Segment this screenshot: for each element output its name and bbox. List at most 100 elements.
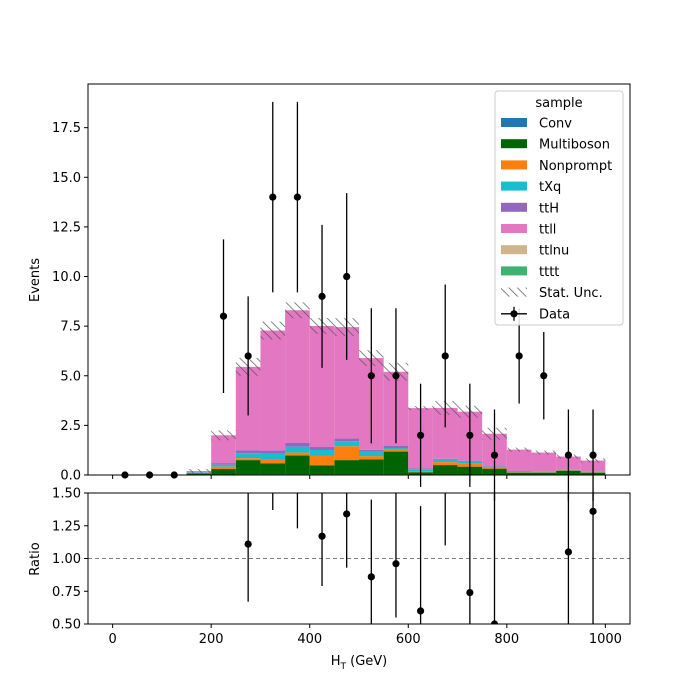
bar-txq-bin-17 [531, 471, 557, 473]
bar-nonprompt-bin-13 [432, 462, 458, 466]
stat-unc-band-bin-6 [260, 321, 286, 340]
ratio-axes-frame [87, 492, 631, 625]
stat-unc-band-bin-17 [531, 450, 557, 455]
bar-nonprompt-bin-8 [309, 455, 335, 466]
legend-swatch-txq [501, 181, 527, 191]
ratio-points [244, 493, 597, 624]
bar-tth-bin-4 [211, 463, 236, 465]
legend-label-multiboson: Multiboson [539, 138, 610, 153]
stat-unc-band-bin-4 [211, 430, 236, 441]
ratio-y-tick-label: 0.50 [52, 618, 81, 633]
main-y-tick-label: 7.5 [60, 320, 81, 335]
data-point [293, 193, 302, 201]
data-point [490, 451, 499, 459]
main-axes-frame [87, 83, 631, 476]
main-y-tick-label: 5.0 [60, 369, 81, 384]
ratio-point [318, 532, 326, 540]
ratio-panel: 0.50 0.75 1.00 1.25 1.50 0 200 400 600 800 1000 R… [28, 487, 631, 672]
legend-label-txq: tXq [539, 180, 561, 195]
main-y-ticks: 0.0 2.5 5.0 7.5 10.0 12.5 15.0 17.5 [52, 121, 88, 484]
x-axis-label-unit: (GeV) [346, 654, 387, 669]
data-point [392, 372, 400, 380]
bar-txq-bin-7 [285, 446, 310, 453]
bar-nonprompt-bin-4 [211, 466, 236, 470]
data-point [416, 431, 425, 439]
bar-multiboson-bin-8 [309, 465, 335, 475]
bar-txq-bin-4 [211, 464, 236, 467]
ratio-point [490, 620, 499, 624]
bar-ttll-bin-16 [506, 449, 532, 472]
bar-tth-bin-6 [260, 450, 286, 454]
bar-txq-bin-10 [359, 451, 384, 457]
bar-tth-bin-9 [334, 438, 359, 442]
main-y-tick-label: 2.5 [60, 419, 81, 434]
bar-multiboson-bin-17 [531, 472, 557, 475]
bar-multiboson-bin-3 [186, 473, 212, 475]
data-point [367, 372, 375, 380]
bar-multiboson-bin-10 [359, 459, 384, 475]
ratio-point [392, 560, 400, 568]
ratio-y-ticks: 0.50 0.75 1.00 1.25 1.50 [52, 487, 88, 633]
stat-unc-band-bin-7 [285, 302, 310, 319]
data-point [564, 451, 573, 459]
ratio-y-axis-label: Ratio [28, 542, 43, 575]
data-point [589, 451, 597, 459]
legend: sample Conv Multiboson Nonprompt tXq ttH ttll… [494, 90, 624, 326]
x-tick-label: 200 [199, 632, 224, 647]
bar-multiboson-bin-5 [235, 460, 261, 475]
bar-multiboson-bin-13 [432, 465, 458, 475]
ratio-point [244, 540, 252, 548]
data-point [343, 272, 351, 281]
bar-txq-bin-8 [309, 449, 335, 456]
bar-multiboson-bin-6 [260, 463, 286, 475]
bar-txq-bin-11 [383, 448, 409, 450]
bar-ttll-bin-17 [531, 452, 557, 472]
ratio-y-tick-label: 1.25 [52, 519, 81, 534]
x-axis-label-subscript: T [340, 662, 347, 672]
data-point [318, 292, 326, 300]
bar-txq-bin-13 [432, 459, 458, 463]
ratio-point [343, 510, 351, 518]
legend-swatch-data [510, 310, 518, 318]
bar-txq-bin-16 [506, 471, 532, 473]
bar-multiboson-bin-9 [334, 460, 359, 475]
data-point [441, 352, 449, 360]
data-point [269, 193, 277, 201]
ratio-x-ticks: 0 200 400 600 800 1000 [108, 624, 622, 647]
bar-multiboson-bin-16 [506, 472, 532, 475]
main-x-ticks [112, 475, 606, 479]
main-y-tick-label: 0.0 [60, 469, 81, 484]
bar-txq-bin-5 [235, 453, 261, 459]
legend-swatch-tth [501, 202, 527, 212]
stat-unc-band-bin-3 [186, 469, 212, 474]
x-tick-label: 600 [396, 632, 421, 647]
bar-txq-bin-6 [260, 453, 286, 460]
stat-unc-band-bin-16 [506, 447, 532, 452]
bar-tth-bin-7 [285, 442, 310, 447]
legend-swatch-conv [501, 118, 527, 127]
bar-nonprompt-bin-9 [334, 446, 359, 461]
x-tick-label: 1000 [589, 632, 622, 647]
ratio-point [589, 507, 597, 515]
ratio-point [416, 607, 425, 615]
bar-nonprompt-bin-11 [383, 449, 409, 452]
ratio-point [564, 548, 573, 556]
bar-tth-bin-10 [359, 449, 384, 452]
legend-label-data: Data [539, 307, 570, 322]
x-tick-label: 0 [108, 632, 116, 647]
bar-nonprompt-bin-7 [285, 452, 310, 456]
bar-multiboson-bin-11 [383, 451, 409, 475]
legend-swatch-stat-unc [501, 287, 527, 297]
legend-swatch-ttlnu [501, 245, 527, 255]
main-y-tick-label: 15.0 [52, 171, 81, 186]
bar-ttll-bin-7 [285, 310, 310, 443]
data-point [515, 352, 523, 360]
ratio-point [466, 588, 474, 597]
legend-label-nonprompt: Nonprompt [539, 159, 612, 174]
x-tick-label: 800 [494, 632, 519, 647]
legend-label-ttll: ttll [539, 223, 556, 238]
bar-multiboson-bin-4 [211, 469, 236, 475]
main-y-tick-label: 12.5 [52, 220, 81, 235]
bar-tth-bin-11 [383, 446, 409, 449]
